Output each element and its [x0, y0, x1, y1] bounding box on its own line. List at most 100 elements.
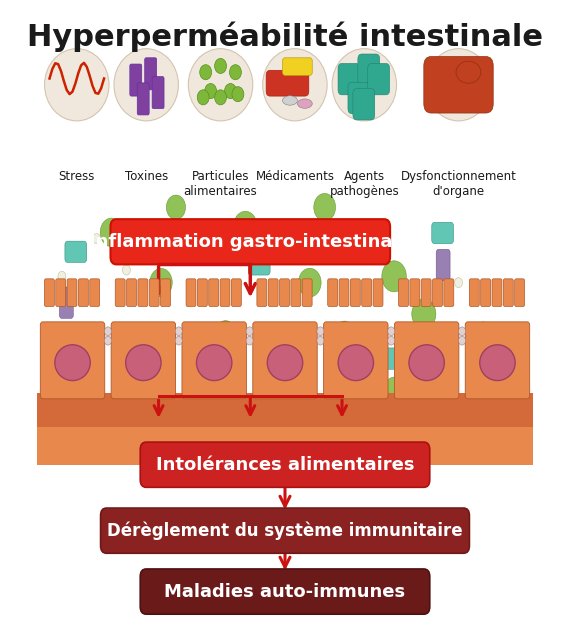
Circle shape: [93, 234, 100, 244]
FancyBboxPatch shape: [111, 322, 176, 399]
FancyBboxPatch shape: [353, 89, 374, 120]
FancyBboxPatch shape: [373, 279, 383, 306]
FancyBboxPatch shape: [124, 348, 146, 369]
FancyBboxPatch shape: [291, 279, 301, 306]
FancyBboxPatch shape: [115, 279, 125, 306]
FancyBboxPatch shape: [268, 279, 278, 306]
FancyBboxPatch shape: [431, 222, 454, 244]
Circle shape: [216, 320, 235, 345]
FancyBboxPatch shape: [328, 279, 337, 306]
FancyBboxPatch shape: [145, 58, 157, 90]
Circle shape: [300, 426, 320, 453]
Circle shape: [176, 337, 182, 345]
FancyBboxPatch shape: [283, 58, 312, 75]
Ellipse shape: [456, 62, 481, 84]
Text: Maladies auto-immunes: Maladies auto-immunes: [164, 583, 406, 600]
Circle shape: [214, 58, 226, 73]
FancyBboxPatch shape: [209, 279, 219, 306]
FancyBboxPatch shape: [137, 83, 149, 115]
FancyBboxPatch shape: [130, 64, 142, 96]
FancyBboxPatch shape: [40, 322, 105, 399]
FancyBboxPatch shape: [111, 219, 390, 264]
FancyBboxPatch shape: [37, 427, 533, 465]
FancyBboxPatch shape: [279, 279, 290, 306]
Circle shape: [384, 377, 404, 401]
Circle shape: [214, 90, 226, 105]
Circle shape: [150, 268, 172, 297]
FancyBboxPatch shape: [220, 279, 230, 306]
FancyBboxPatch shape: [65, 241, 87, 263]
FancyBboxPatch shape: [416, 331, 430, 362]
Circle shape: [104, 337, 111, 345]
FancyBboxPatch shape: [161, 279, 170, 306]
Ellipse shape: [283, 95, 298, 106]
Circle shape: [388, 337, 394, 345]
Ellipse shape: [197, 345, 232, 381]
FancyBboxPatch shape: [433, 279, 442, 306]
Ellipse shape: [267, 345, 303, 381]
Ellipse shape: [426, 48, 491, 121]
Circle shape: [100, 218, 123, 247]
FancyBboxPatch shape: [339, 279, 349, 306]
FancyBboxPatch shape: [56, 279, 66, 306]
Circle shape: [166, 195, 186, 219]
FancyBboxPatch shape: [228, 425, 242, 457]
Ellipse shape: [44, 48, 109, 121]
FancyBboxPatch shape: [324, 322, 388, 399]
FancyBboxPatch shape: [338, 63, 360, 95]
FancyBboxPatch shape: [44, 279, 54, 306]
FancyBboxPatch shape: [410, 279, 420, 306]
Circle shape: [230, 65, 241, 80]
FancyBboxPatch shape: [436, 249, 450, 281]
FancyBboxPatch shape: [149, 279, 159, 306]
Text: Stress: Stress: [59, 170, 95, 183]
FancyBboxPatch shape: [152, 77, 164, 109]
FancyBboxPatch shape: [515, 279, 524, 306]
FancyBboxPatch shape: [127, 279, 136, 306]
Circle shape: [123, 265, 131, 275]
Circle shape: [225, 84, 237, 99]
Circle shape: [58, 271, 66, 281]
Text: Agents
pathogènes: Agents pathogènes: [329, 170, 399, 198]
FancyBboxPatch shape: [138, 279, 148, 306]
Circle shape: [479, 322, 487, 332]
Ellipse shape: [409, 345, 445, 381]
Text: Particules
alimentaires: Particules alimentaires: [184, 170, 258, 198]
Text: Dérèglement du système immunitaire: Dérèglement du système immunitaire: [107, 521, 463, 540]
FancyBboxPatch shape: [302, 279, 312, 306]
Circle shape: [382, 261, 406, 292]
FancyBboxPatch shape: [398, 279, 409, 306]
FancyBboxPatch shape: [348, 82, 370, 114]
Circle shape: [176, 327, 182, 335]
Text: Dysfonctionnement
d'organe: Dysfonctionnement d'organe: [401, 170, 516, 198]
FancyBboxPatch shape: [481, 279, 491, 306]
Circle shape: [454, 278, 462, 288]
FancyBboxPatch shape: [79, 279, 88, 306]
Circle shape: [246, 327, 253, 335]
Circle shape: [299, 268, 321, 297]
Circle shape: [317, 337, 324, 345]
Circle shape: [205, 84, 217, 99]
Circle shape: [335, 321, 354, 345]
FancyBboxPatch shape: [465, 322, 530, 399]
FancyBboxPatch shape: [503, 279, 513, 306]
FancyBboxPatch shape: [469, 279, 479, 306]
Circle shape: [202, 429, 219, 450]
Circle shape: [263, 375, 287, 404]
Circle shape: [104, 327, 111, 335]
Ellipse shape: [338, 345, 373, 381]
FancyBboxPatch shape: [197, 279, 207, 306]
FancyBboxPatch shape: [266, 70, 309, 96]
Ellipse shape: [55, 345, 90, 381]
Text: Intolérances alimentaires: Intolérances alimentaires: [156, 456, 414, 474]
FancyBboxPatch shape: [257, 279, 267, 306]
FancyBboxPatch shape: [421, 279, 431, 306]
FancyBboxPatch shape: [231, 279, 241, 306]
FancyBboxPatch shape: [444, 279, 454, 306]
Text: Inflammation gastro-intestinale: Inflammation gastro-intestinale: [89, 233, 411, 251]
FancyBboxPatch shape: [100, 508, 470, 553]
FancyBboxPatch shape: [140, 442, 430, 487]
Circle shape: [317, 327, 324, 335]
FancyBboxPatch shape: [67, 279, 77, 306]
Ellipse shape: [263, 48, 327, 121]
